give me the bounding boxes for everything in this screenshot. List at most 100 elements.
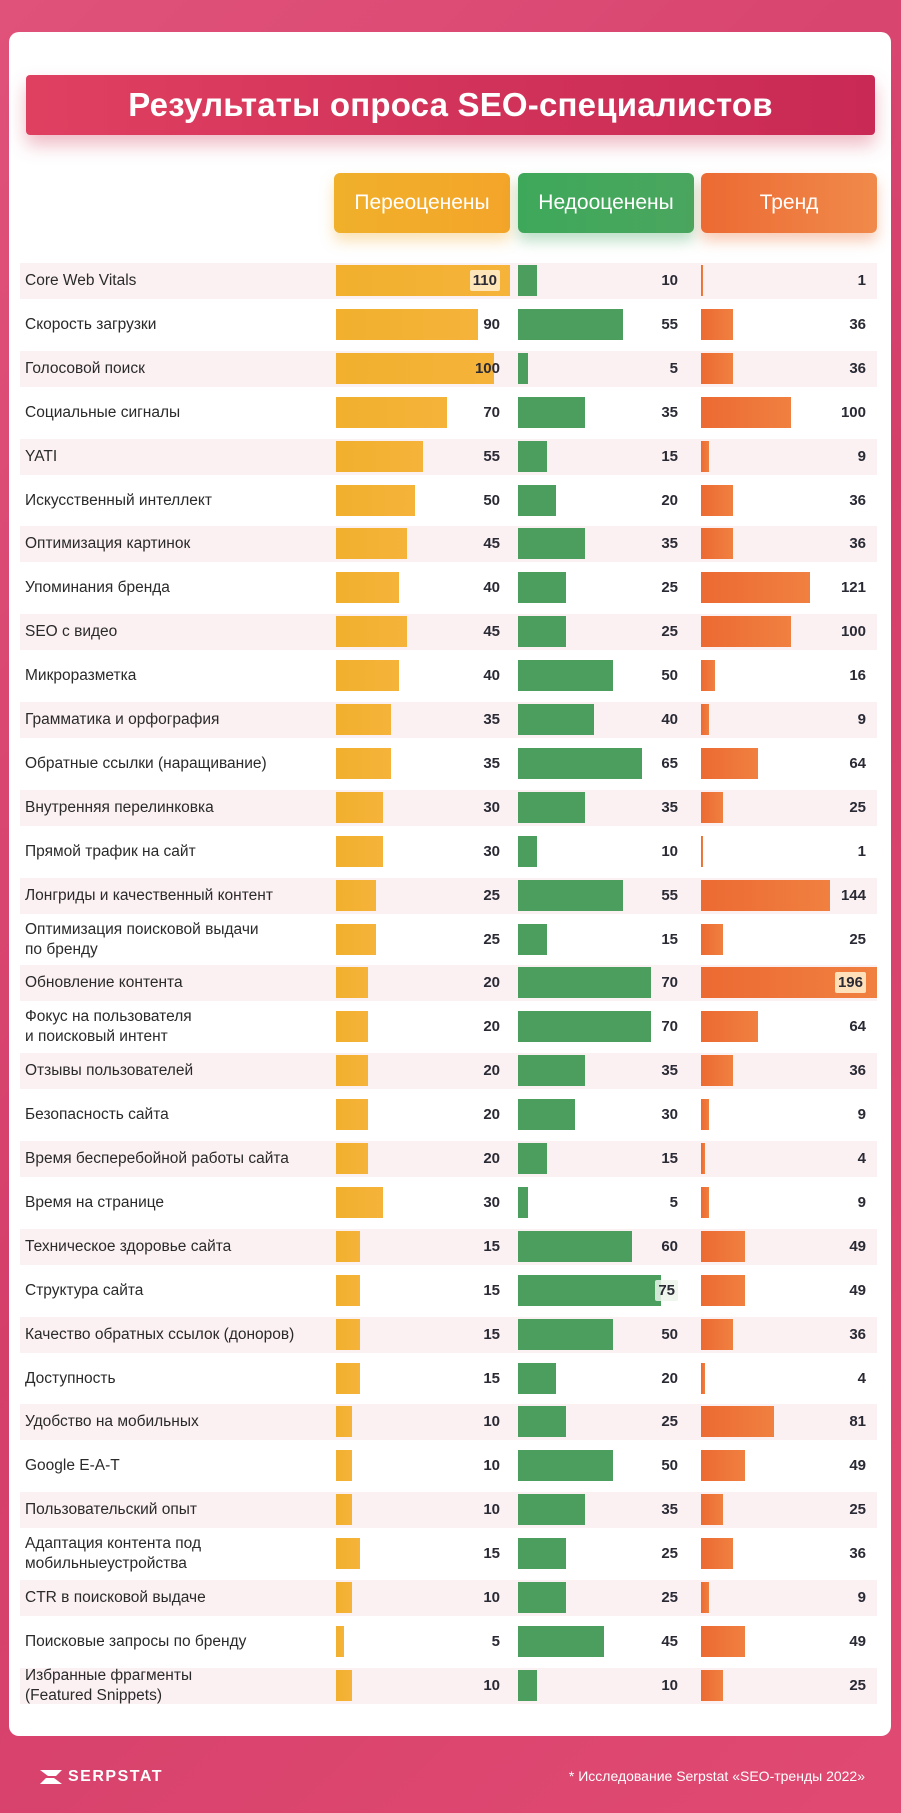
row-background [20, 1667, 877, 1704]
row-background [20, 438, 877, 475]
value-label-overrated: 25 [483, 930, 500, 948]
bar-overrated [336, 1186, 384, 1218]
bar-overrated [336, 572, 400, 604]
value-label-overrated: 100 [474, 359, 500, 377]
value-label-overrated: 40 [483, 579, 500, 597]
value-label-overrated: 15 [483, 1545, 500, 1563]
value-label-overrated: 50 [483, 491, 500, 509]
bar-overrated [336, 1055, 368, 1087]
category-label: Адаптация контента под мобильныеустройст… [25, 1535, 201, 1573]
bar-underrated [518, 1011, 652, 1043]
value-label-overrated: 90 [483, 315, 500, 333]
bar-overrated [336, 747, 392, 779]
value-label-trend: 49 [849, 1237, 866, 1255]
value-label-overrated: 40 [483, 667, 500, 685]
bar-underrated [518, 1143, 547, 1174]
bar-trend [701, 1143, 705, 1174]
bar-underrated [518, 396, 585, 428]
bar-trend [701, 1230, 745, 1262]
value-label-overrated: 45 [483, 535, 500, 553]
value-label-trend: 9 [857, 1106, 866, 1124]
value-label-underrated: 25 [661, 1545, 678, 1563]
bar-trend [701, 528, 734, 560]
value-label-underrated: 5 [669, 359, 678, 377]
serpstat-logo-icon [40, 1770, 62, 1784]
category-label: Прямой трафик на сайт [25, 842, 196, 860]
bar-underrated [518, 1582, 566, 1613]
category-label: Внутренняя перелинковка [25, 798, 214, 816]
value-label-overrated: 10 [483, 1589, 500, 1606]
bar-overrated [336, 1669, 352, 1701]
bar-overrated [336, 879, 376, 911]
category-label: Фокус на пользователя и поисковый интент [25, 1008, 192, 1046]
value-label-overrated: 20 [483, 974, 500, 992]
value-label-trend: 64 [849, 1018, 866, 1036]
value-label-underrated: 25 [661, 579, 678, 597]
value-label-overrated: 20 [483, 1018, 500, 1036]
category-label: Время бесперебойной работы сайта [25, 1150, 289, 1167]
category-label: Упоминания бренда [25, 579, 170, 597]
value-label-underrated: 20 [661, 491, 678, 509]
value-label-overrated: 30 [483, 798, 500, 816]
value-label-overrated: 15 [483, 1281, 500, 1299]
bar-overrated [336, 396, 447, 428]
bar-trend [701, 1669, 724, 1701]
bar-overrated [336, 1274, 360, 1306]
value-label-overrated: 10 [483, 1413, 500, 1431]
row-background [20, 1316, 877, 1353]
value-label-underrated: 50 [661, 1457, 678, 1475]
bar-trend [701, 616, 791, 648]
value-label-overrated: 20 [483, 1062, 500, 1080]
serpstat-logo-text: SERPSTAT [68, 1768, 163, 1785]
bar-underrated [518, 308, 623, 340]
bar-underrated [518, 923, 547, 955]
footer-note: * Исследование Serpstat «SEO-тренды 2022… [568, 1768, 865, 1784]
bar-overrated [336, 1406, 352, 1438]
value-label-trend: 100 [840, 623, 866, 641]
value-label-trend: 49 [849, 1281, 866, 1299]
value-label-overrated: 5 [491, 1632, 500, 1650]
bar-overrated [336, 1318, 360, 1350]
bar-underrated [518, 791, 585, 823]
value-label-underrated: 35 [661, 535, 678, 553]
chart-title: Результаты опроса SEO-специалистов [128, 86, 773, 123]
bar-trend [701, 704, 710, 735]
value-label-underrated: 50 [661, 1325, 678, 1343]
value-label-overrated: 10 [483, 1501, 500, 1519]
value-label-underrated: 45 [661, 1632, 678, 1650]
category-label: Микроразметка [25, 667, 137, 685]
bar-underrated [518, 660, 614, 692]
category-label: Core Web Vitals [25, 272, 137, 289]
bar-overrated [336, 1362, 360, 1394]
bar-underrated [518, 1055, 585, 1087]
bar-overrated [336, 1143, 368, 1174]
row-background [20, 789, 877, 826]
value-label-trend: 16 [849, 667, 866, 685]
value-label-underrated: 35 [661, 798, 678, 816]
category-label: Голосовой поиск [25, 359, 145, 377]
bar-underrated [518, 967, 652, 999]
value-label-underrated: 5 [669, 1193, 678, 1211]
value-label-underrated: 15 [661, 930, 678, 948]
bar-underrated [518, 704, 595, 735]
value-label-trend: 25 [849, 798, 866, 816]
category-label: YATI [25, 447, 58, 465]
bar-trend [701, 1582, 710, 1613]
value-label-underrated: 10 [661, 272, 678, 289]
bar-overrated [336, 528, 408, 560]
bar-underrated [518, 1099, 576, 1131]
value-label-underrated: 70 [661, 1018, 678, 1036]
category-label: Лонгриды и качественный контент [25, 886, 273, 904]
value-label-trend: 36 [849, 491, 866, 509]
category-label: Скорость загрузки [25, 315, 157, 333]
bar-underrated [518, 1186, 528, 1218]
value-label-overrated: 30 [483, 842, 500, 860]
column-header-trend: Тренд [701, 173, 877, 233]
bar-underrated [518, 879, 623, 911]
bar-trend [701, 660, 716, 692]
bar-overrated [336, 1099, 368, 1131]
value-label-overrated: 35 [483, 754, 500, 772]
bar-trend [701, 1538, 734, 1570]
row-background [20, 526, 877, 563]
value-label-underrated: 10 [661, 1676, 678, 1694]
